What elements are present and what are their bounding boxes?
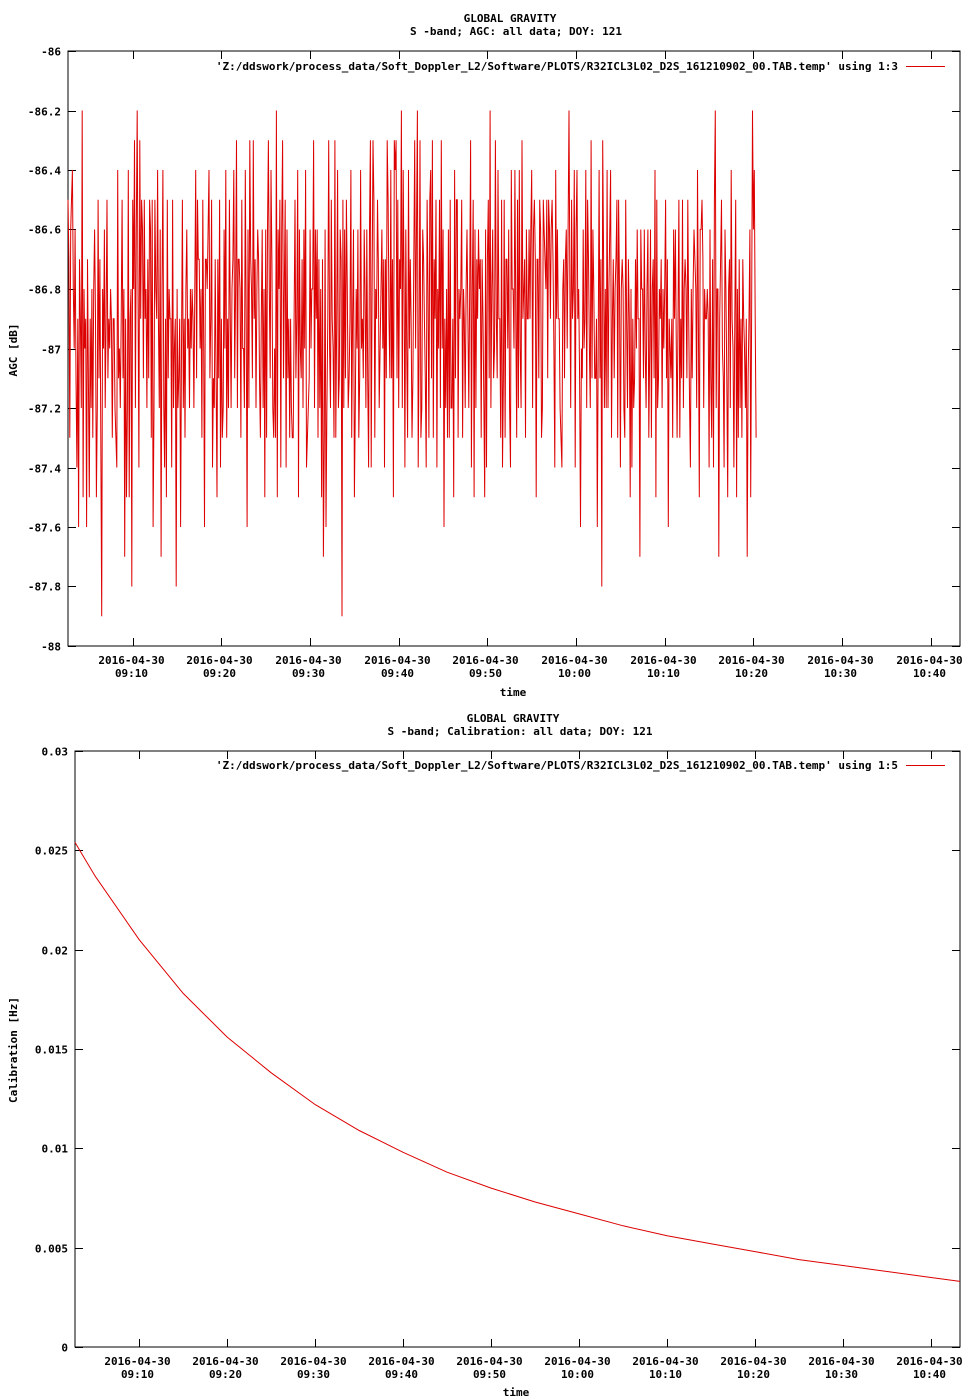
- agc-chart-y-tick-label: -87.8: [28, 581, 61, 594]
- agc-chart-x-tick-date: 2016-04-30: [98, 654, 164, 667]
- agc-chart-x-tick-time: 09:10: [115, 667, 148, 680]
- agc-chart-legend-label: 'Z:/ddswork/process_data/Soft_Doppler_L2…: [216, 60, 898, 73]
- calibration-chart-legend-label: 'Z:/ddswork/process_data/Soft_Doppler_L2…: [216, 759, 898, 772]
- agc-chart-x-tick-time: 10:30: [824, 667, 857, 680]
- calibration-chart: GLOBAL GRAVITY S -band; Calibration: all…: [7, 712, 963, 1399]
- agc-chart-y-tick-label: -86.6: [28, 224, 61, 237]
- calibration-chart-x-tick-date: 2016-04-30: [280, 1355, 346, 1368]
- agc-chart-x-tick-date: 2016-04-30: [364, 654, 430, 667]
- calibration-chart-x-tick-time: 09:30: [297, 1368, 330, 1381]
- calibration-chart-y-axis-label: Calibration [Hz]: [7, 997, 20, 1103]
- calibration-chart-y-tick-label: 0.025: [35, 845, 68, 858]
- agc-chart-x-tick-date: 2016-04-30: [896, 654, 962, 667]
- agc-chart-x-tick-time: 10:00: [558, 667, 591, 680]
- agc-chart-x-tick-date: 2016-04-30: [718, 654, 784, 667]
- agc-chart-x-tick-date: 2016-04-30: [630, 654, 696, 667]
- calibration-chart-x-axis-label: time: [503, 1386, 530, 1399]
- calibration-chart-x-tick-time: 09:40: [385, 1368, 418, 1381]
- calibration-chart-x-tick-time: 09:10: [121, 1368, 154, 1381]
- calibration-chart-x-tick-date: 2016-04-30: [544, 1355, 610, 1368]
- agc-chart-x-tick-time: 09:20: [203, 667, 236, 680]
- calibration-chart-y-tick-label: 0.02: [42, 945, 69, 958]
- agc-chart-y-tick-label: -88: [41, 641, 61, 654]
- agc-chart-x-tick-time: 10:20: [735, 667, 768, 680]
- calibration-chart-x-tick-date: 2016-04-30: [896, 1355, 962, 1368]
- agc-chart-x-tick-date: 2016-04-30: [541, 654, 607, 667]
- agc-chart-series-line: [67, 110, 757, 617]
- calibration-chart-x-tick-time: 09:50: [473, 1368, 506, 1381]
- agc-chart-x-tick-time: 09:30: [292, 667, 325, 680]
- agc-chart-frame: [67, 50, 961, 647]
- calibration-chart-x-tick-time: 10:20: [737, 1368, 770, 1381]
- calibration-chart-x-tick-date: 2016-04-30: [368, 1355, 434, 1368]
- agc-chart-x-tick-time: 09:50: [469, 667, 502, 680]
- calibration-chart-x-tick-date: 2016-04-30: [456, 1355, 522, 1368]
- agc-chart: GLOBAL GRAVITY S -band; AGC: all data; D…: [7, 12, 963, 699]
- agc-chart-x-axis-label: time: [500, 686, 527, 699]
- calibration-chart-series-line: [74, 842, 961, 1282]
- calibration-chart-x-tick-date: 2016-04-30: [808, 1355, 874, 1368]
- calibration-chart-frame: [74, 750, 961, 1348]
- agc-chart-x-tick-time: 10:10: [647, 667, 680, 680]
- agc-chart-y-tick-label: -86.4: [28, 165, 61, 178]
- agc-chart-x-tick-time: 09:40: [381, 667, 414, 680]
- calibration-chart-y-tick-label: 0.005: [35, 1243, 68, 1256]
- agc-chart-x-tick-date: 2016-04-30: [275, 654, 341, 667]
- agc-chart-y-tick-label: -86.8: [28, 284, 61, 297]
- agc-chart-y-tick-label: -87.6: [28, 522, 61, 535]
- calibration-chart-subtitle: S -band; Calibration: all data; DOY: 121: [388, 725, 653, 738]
- calibration-chart-y-tick-label: 0: [61, 1342, 68, 1355]
- agc-chart-x-tick-time: 10:40: [913, 667, 946, 680]
- calibration-chart-x-tick-time: 10:30: [825, 1368, 858, 1381]
- agc-chart-y-tick-label: -86: [41, 46, 61, 59]
- calibration-chart-x-tick-date: 2016-04-30: [720, 1355, 786, 1368]
- agc-chart-title: GLOBAL GRAVITY: [464, 12, 557, 25]
- calibration-chart-x-tick-time: 10:00: [561, 1368, 594, 1381]
- agc-chart-y-tick-label: -86.2: [28, 106, 61, 119]
- calibration-chart-y-tick-label: 0.015: [35, 1044, 68, 1057]
- calibration-chart-y-tick-label: 0.01: [42, 1143, 69, 1156]
- agc-chart-y-axis-label: AGC [dB]: [7, 324, 20, 377]
- agc-chart-x-tick-date: 2016-04-30: [807, 654, 873, 667]
- calibration-chart-x-tick-time: 09:20: [209, 1368, 242, 1381]
- agc-chart-x-tick-date: 2016-04-30: [186, 654, 252, 667]
- calibration-chart-title: GLOBAL GRAVITY: [467, 712, 560, 725]
- agc-chart-subtitle: S -band; AGC: all data; DOY: 121: [410, 25, 622, 38]
- calibration-chart-x-tick-date: 2016-04-30: [632, 1355, 698, 1368]
- agc-chart-y-tick-label: -87.2: [28, 403, 61, 416]
- agc-chart-y-tick-label: -87.4: [28, 463, 61, 476]
- calibration-chart-x-tick-time: 10:10: [649, 1368, 682, 1381]
- agc-chart-y-tick-label: -87: [41, 344, 61, 357]
- agc-chart-x-tick-date: 2016-04-30: [452, 654, 518, 667]
- calibration-chart-x-tick-date: 2016-04-30: [192, 1355, 258, 1368]
- calibration-chart-x-tick-time: 10:40: [913, 1368, 946, 1381]
- calibration-chart-x-tick-date: 2016-04-30: [104, 1355, 170, 1368]
- calibration-chart-y-tick-label: 0.03: [42, 746, 69, 759]
